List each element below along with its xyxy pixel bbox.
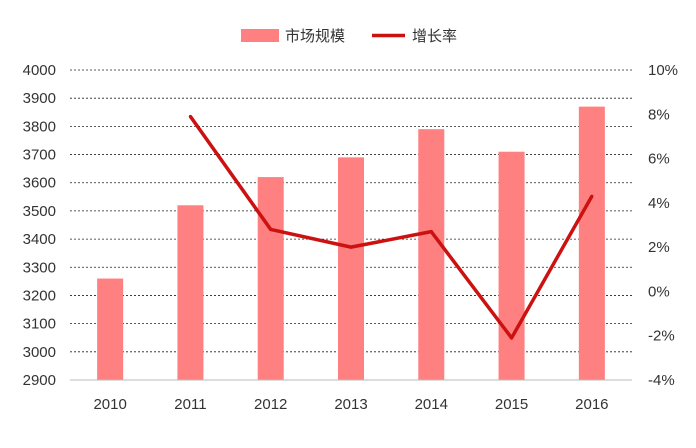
growth-point-2015 [509, 336, 514, 340]
right-tick-label: 0% [648, 283, 670, 300]
right-tick-label: 4% [648, 195, 670, 212]
category-label: 2012 [254, 396, 287, 413]
bar-2016 [578, 106, 605, 381]
category-label: 2016 [575, 396, 608, 413]
left-tick-label: 2900 [23, 372, 56, 389]
left-tick-label: 3300 [23, 259, 56, 276]
category-label: 2014 [415, 396, 448, 413]
left-tick-label: 3600 [23, 175, 56, 192]
growth-point-2013 [349, 245, 353, 249]
bar-2013 [338, 157, 364, 380]
right-tick-label: 6% [648, 151, 670, 168]
right-tick-label: 2% [648, 239, 670, 256]
growth-rate-line [189, 115, 594, 340]
left-tick-label: 3400 [23, 231, 56, 248]
right-tick-label: 10% [648, 62, 678, 79]
right-tick-label: -2% [648, 328, 675, 345]
category-label: 2013 [334, 396, 367, 413]
growth-point-2014 [429, 230, 433, 234]
growth-point-2011 [188, 114, 193, 119]
category-label: 2010 [93, 396, 126, 413]
line-layer [188, 114, 594, 340]
bar-2011 [177, 205, 204, 380]
legend-swatch-bar [241, 29, 279, 42]
left-tick-label: 3700 [23, 147, 56, 164]
left-tick-label: 3500 [23, 203, 56, 220]
left-tick-label: 3000 [23, 344, 56, 361]
bar-2012 [257, 177, 284, 380]
right-tick-label: 8% [648, 106, 670, 123]
category-label: 2015 [495, 396, 528, 413]
bar-2014 [418, 129, 445, 380]
left-tick-label: 3800 [23, 118, 56, 135]
left-tick-label: 3900 [23, 90, 56, 107]
bar-2015 [498, 151, 525, 380]
right-tick-label: -4% [648, 372, 675, 389]
legend: 市场规模 增长率 [241, 28, 457, 45]
left-tick-label: 3200 [23, 287, 56, 304]
legend-label-line: 增长率 [412, 28, 457, 45]
axis-layer: 2900 3000 3100 3200 3300 3400 3500 3600 3700 3800… [23, 62, 678, 413]
left-tick-label: 3100 [23, 316, 56, 333]
left-tick-label: 4000 [23, 62, 56, 79]
legend-label-bar: 市场规模 [285, 28, 345, 45]
growth-point-2016 [590, 194, 594, 198]
bar-2010 [97, 278, 124, 380]
category-label: 2011 [174, 396, 206, 413]
bar-layer [97, 106, 605, 381]
growth-point-2012 [269, 227, 273, 232]
